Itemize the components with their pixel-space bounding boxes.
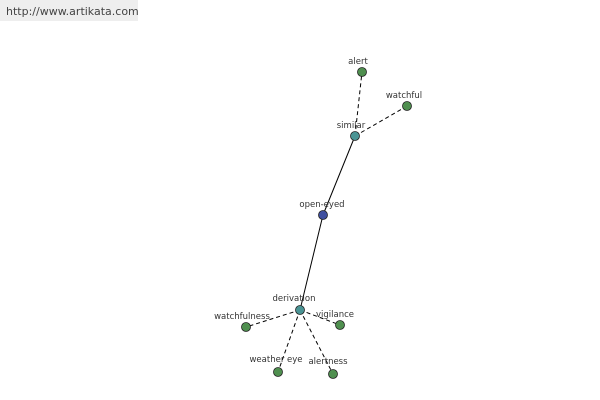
node[interactable] (273, 367, 283, 377)
node-label[interactable]: watchfulness (214, 312, 270, 322)
edge (277, 309, 301, 373)
edge (354, 105, 408, 137)
edge (245, 309, 301, 328)
node-label[interactable]: open-eyed (299, 200, 344, 210)
url[interactable]: http://www.artikata.com (6, 5, 139, 18)
node[interactable] (350, 131, 360, 141)
edge (322, 135, 356, 216)
node[interactable] (295, 305, 305, 315)
node-label[interactable]: watchful (386, 91, 422, 101)
node[interactable] (241, 322, 251, 332)
url-box (0, 0, 138, 21)
node[interactable] (318, 210, 328, 220)
node[interactable] (335, 320, 345, 330)
node-label[interactable]: similar (337, 121, 366, 131)
edge (299, 309, 334, 375)
node-label[interactable]: vigilance (316, 310, 354, 320)
node-label[interactable]: alertness (308, 357, 348, 367)
node[interactable] (357, 67, 367, 77)
edge (354, 71, 363, 137)
edges (245, 71, 408, 375)
node[interactable] (402, 101, 412, 111)
node-label[interactable]: derivation (272, 294, 315, 304)
edge (299, 309, 341, 326)
nodes: alert watchful similar open-eyed derivat… (214, 57, 422, 379)
edge (299, 214, 324, 311)
node[interactable] (328, 369, 338, 379)
node-label[interactable]: weather eye (249, 355, 302, 365)
node-label[interactable]: alert (348, 57, 368, 67)
